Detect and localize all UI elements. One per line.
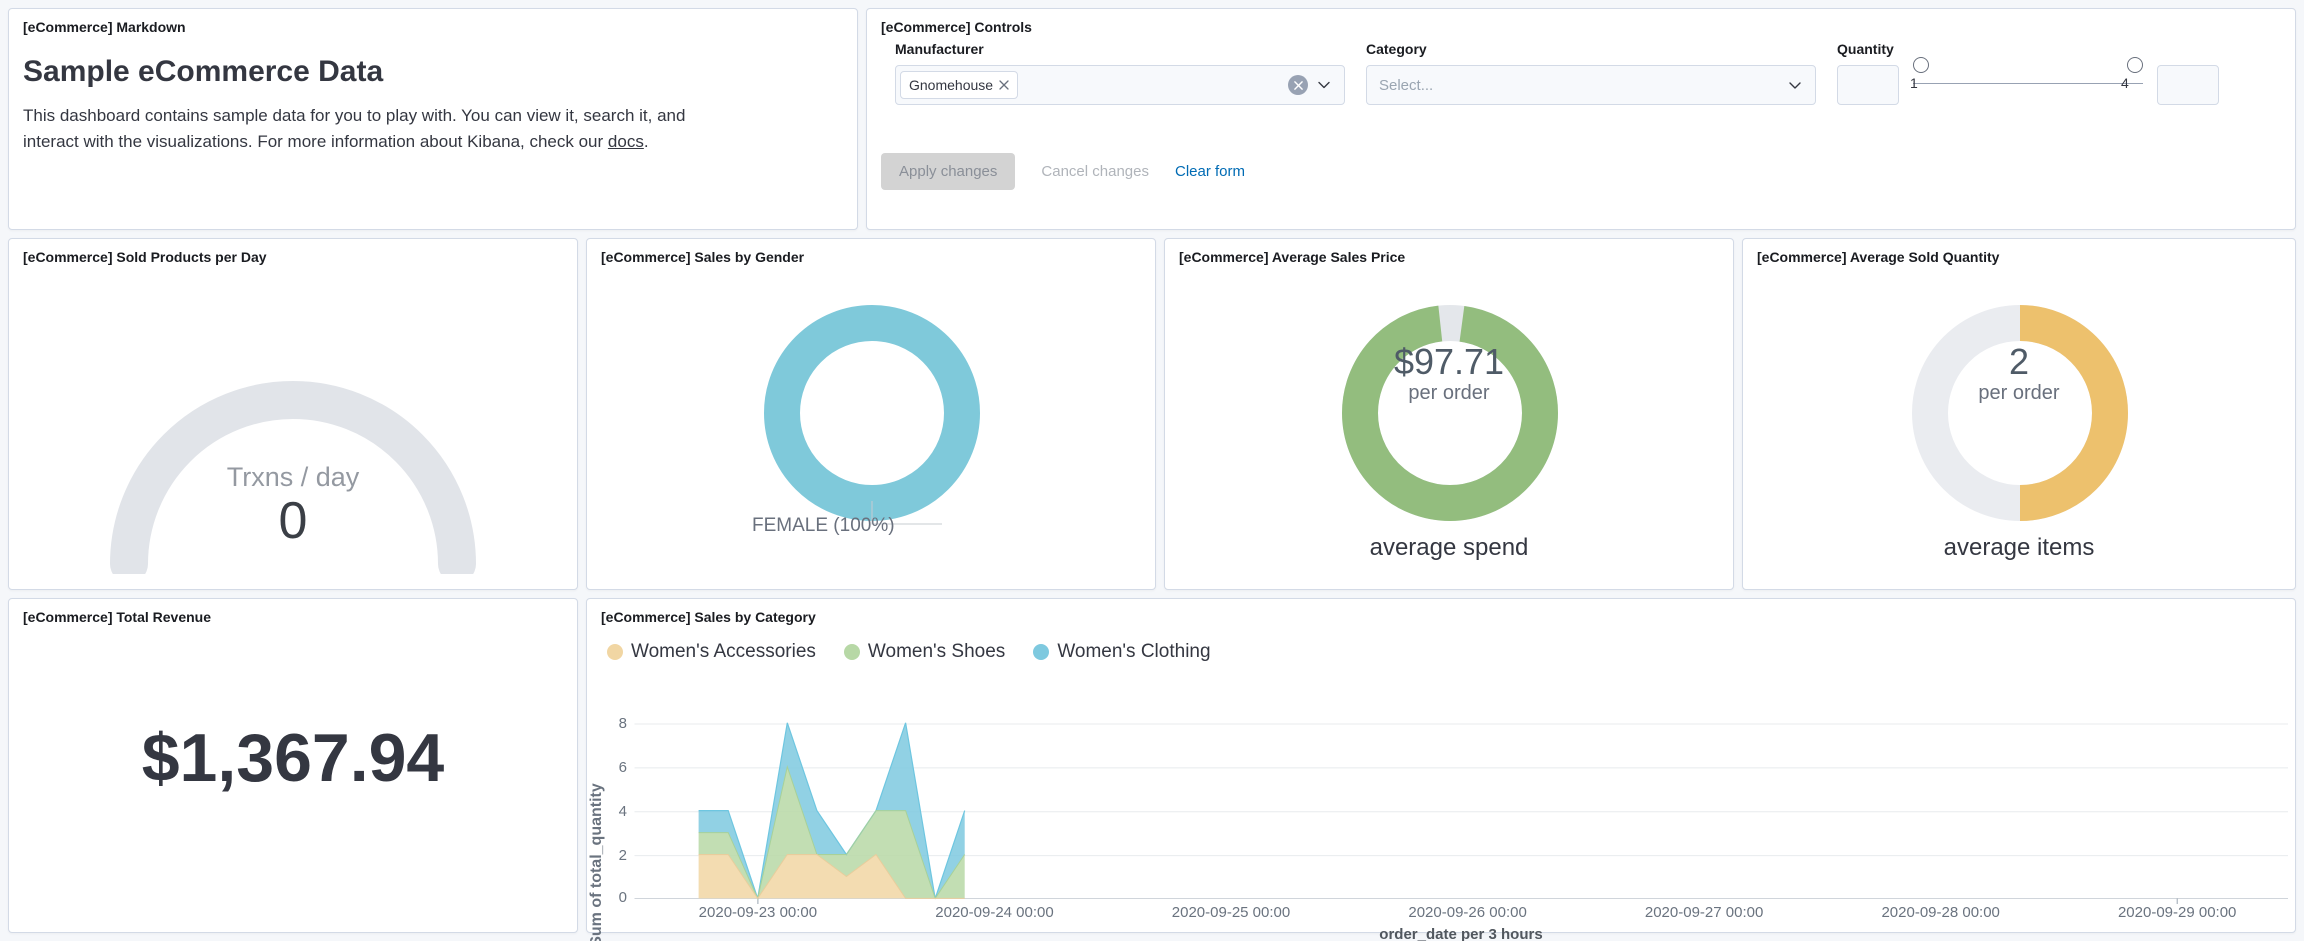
svg-text:2020-09-24 00:00: 2020-09-24 00:00 — [935, 904, 1053, 921]
svg-text:order_date per 3 hours: order_date per 3 hours — [1379, 926, 1542, 941]
svg-text:4: 4 — [619, 803, 627, 820]
svg-text:2020-09-29 00:00: 2020-09-29 00:00 — [2118, 904, 2236, 921]
svg-text:6: 6 — [619, 759, 627, 776]
svg-text:2020-09-26 00:00: 2020-09-26 00:00 — [1408, 904, 1526, 921]
svg-text:FEMALE (100%): FEMALE (100%) — [752, 515, 895, 536]
svg-text:8: 8 — [619, 715, 627, 732]
svg-text:0: 0 — [619, 889, 627, 906]
svg-text:2020-09-23 00:00: 2020-09-23 00:00 — [699, 904, 817, 921]
svg-text:Sum of total_quantity: Sum of total_quantity — [588, 783, 605, 941]
svg-text:2020-09-28 00:00: 2020-09-28 00:00 — [1881, 904, 1999, 921]
svg-text:2020-09-25 00:00: 2020-09-25 00:00 — [1172, 904, 1290, 921]
svg-text:2020-09-27 00:00: 2020-09-27 00:00 — [1645, 904, 1763, 921]
svg-text:2: 2 — [619, 847, 627, 864]
